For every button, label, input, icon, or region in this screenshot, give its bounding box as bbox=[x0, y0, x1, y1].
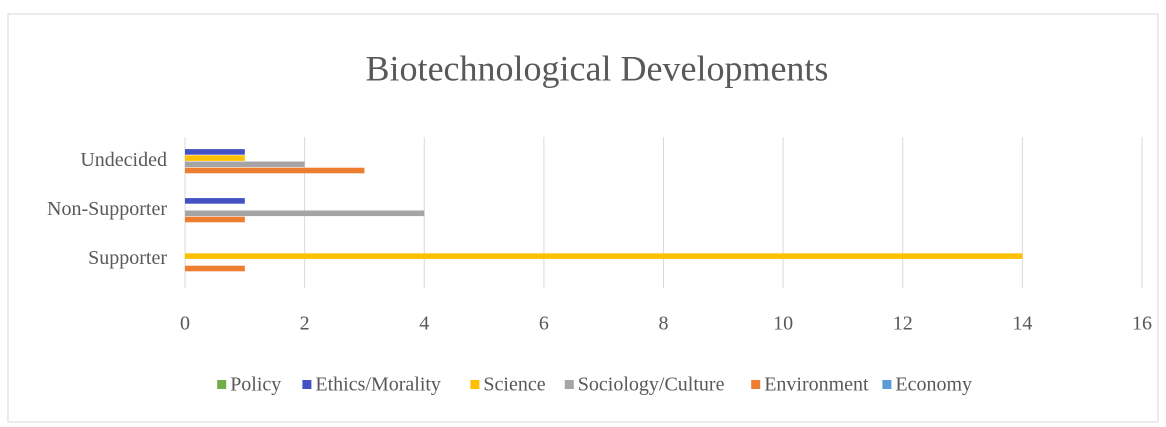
x-tick-label: 4 bbox=[419, 313, 429, 335]
y-tick-label: Supporter bbox=[88, 247, 167, 269]
legend-label: Economy bbox=[895, 374, 972, 396]
bar bbox=[185, 265, 245, 272]
bar bbox=[185, 155, 245, 161]
x-tick-label: 8 bbox=[659, 313, 669, 335]
bar bbox=[185, 198, 245, 204]
legend-swatch bbox=[882, 380, 892, 389]
legend-swatch bbox=[302, 380, 312, 389]
x-tick-label: 10 bbox=[773, 313, 793, 335]
x-tick-label: 2 bbox=[300, 313, 310, 335]
bar bbox=[185, 161, 305, 168]
bar bbox=[185, 210, 425, 217]
legend-swatch bbox=[564, 380, 574, 389]
legend-swatch bbox=[470, 380, 480, 389]
legend-label: Sociology/Culture bbox=[578, 374, 725, 396]
bar bbox=[185, 216, 245, 223]
legend-label: Policy bbox=[230, 374, 281, 396]
x-tick-label: 0 bbox=[180, 313, 190, 335]
legend-label: Ethics/Morality bbox=[315, 374, 441, 396]
x-tick-label: 6 bbox=[539, 313, 549, 335]
y-tick-label: Non-Supporter bbox=[47, 198, 167, 220]
legend-swatch bbox=[217, 380, 227, 389]
chart-title: Biotechnological Developments bbox=[366, 48, 829, 88]
bar bbox=[185, 253, 1023, 259]
legend-label: Science bbox=[483, 374, 545, 396]
legend-label: Environment bbox=[764, 374, 869, 396]
y-tick-label: Undecided bbox=[80, 149, 167, 171]
x-tick-label: 16 bbox=[1132, 313, 1152, 335]
x-tick-label: 14 bbox=[1012, 313, 1032, 335]
x-tick-label: 12 bbox=[893, 313, 913, 335]
bar bbox=[185, 149, 245, 155]
legend-swatch bbox=[751, 380, 761, 389]
bar bbox=[185, 167, 365, 174]
